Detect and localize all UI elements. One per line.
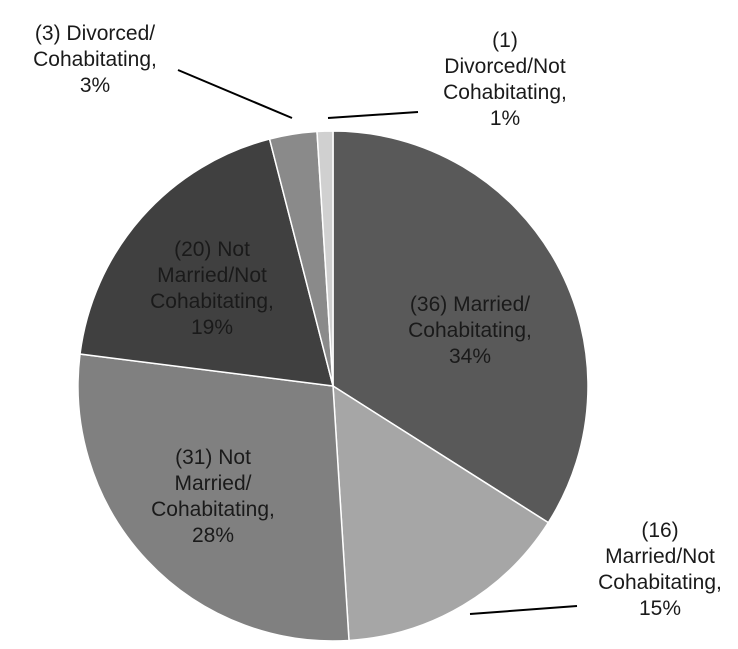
leader-line	[469, 605, 578, 615]
category-label: (1) Divorced/Not Cohabitating,	[443, 29, 567, 104]
slice-label: (1) Divorced/Not Cohabitating, 1%	[443, 28, 567, 132]
pie-slice	[332, 384, 550, 642]
pie-slice	[79, 138, 335, 387]
category-label: (31) Not Married/ Cohabitating,	[151, 446, 275, 521]
value-label: 1%	[489, 107, 521, 130]
value-label: 28%	[191, 524, 235, 547]
pie-slice	[316, 130, 334, 387]
slice-label: (3) Divorced/ Cohabitating, 3%	[33, 21, 157, 99]
slice-label: (31) Not Married/ Cohabitating, 28%	[151, 445, 275, 549]
leader-line	[327, 111, 419, 119]
pie-slice	[332, 130, 589, 524]
category-label: (16) Married/Not Cohabitating,	[598, 519, 722, 594]
slice-label: (20) Not Married/Not Cohabitating, 19%	[150, 237, 274, 341]
slice-label: (16) Married/Not Cohabitating, 15%	[598, 518, 722, 622]
leader-line	[177, 69, 293, 119]
value-label: 3%	[79, 74, 111, 97]
value-label: 34%	[448, 345, 492, 368]
category-label: (36) Married/ Cohabitating,	[408, 293, 532, 342]
category-label: (3) Divorced/ Cohabitating,	[33, 22, 157, 71]
value-label: 15%	[638, 597, 682, 620]
slice-label: (36) Married/ Cohabitating, 34%	[408, 292, 532, 370]
value-label: 19%	[190, 316, 234, 339]
category-label: (20) Not Married/Not Cohabitating,	[150, 238, 274, 313]
pie-slice	[77, 353, 350, 642]
